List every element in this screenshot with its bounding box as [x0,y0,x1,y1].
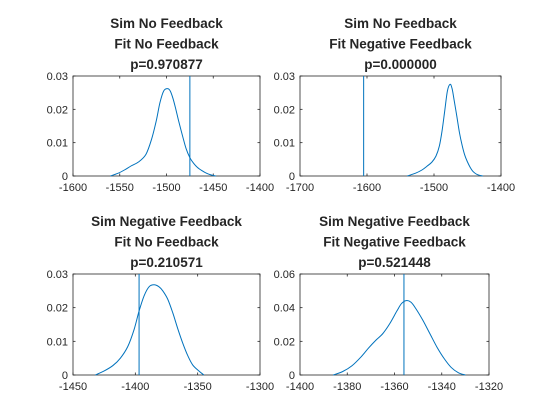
subplot-title-line: Sim Negative Feedback [319,214,470,229]
x-tick-label: -1320 [475,381,503,393]
subplot-title-line: p=0.521448 [358,255,431,270]
x-tick-label: -1450 [59,381,87,393]
density-curve [110,88,217,177]
axes-frame [72,75,261,177]
axes-frame [299,75,502,177]
subplot-title-line: p=0.970877 [130,57,202,72]
density-curve [95,284,205,376]
subplot-2: Sim No Feedback Fit Negative Feedback p=0.… [274,16,515,194]
x-tick-label: -1340 [428,381,456,393]
x-tick-label: -1700 [286,182,314,194]
y-tick-label: 0 [62,370,68,382]
subplot-title-line: Sim No Feedback [344,16,457,31]
y-tick-label: 0.02 [274,104,295,116]
axes-frame [72,273,261,376]
subplot-title-line: Fit No Feedback [114,37,219,52]
y-tick-label: 0.06 [274,269,295,281]
y-tick-label: 0.03 [47,269,68,281]
subplot-title-line: Fit Negative Feedback [323,235,466,250]
subplot-title-line: p=0.210571 [130,255,203,270]
subplot-title-line: Fit No Feedback [114,235,219,250]
x-tick-label: -1300 [246,381,274,393]
y-tick-label: 0 [289,370,295,382]
x-tick-label: -1400 [286,381,314,393]
y-tick-label: 0.01 [47,336,68,348]
y-tick-label: 0 [62,171,68,183]
subplot-title-line: Sim Negative Feedback [91,214,242,229]
y-tick-label: 0.01 [47,138,68,150]
x-tick-label: -1400 [487,182,515,194]
subplot-title-line: Sim No Feedback [110,16,223,31]
x-tick-label: -1360 [380,381,408,393]
y-tick-label: 0.01 [274,138,295,150]
x-tick-label: -1400 [121,381,149,393]
y-tick-label: 0 [289,171,295,183]
subplot-1: Sim No Feedback Fit No Feedback p=0.970877… [47,16,274,194]
x-tick-label: -1500 [152,182,180,194]
x-tick-label: -1400 [246,182,274,194]
x-tick-label: -1550 [106,182,134,194]
y-tick-label: 0.02 [47,104,68,116]
subplot-4: Sim Negative Feedback Fit Negative Feedba… [274,214,503,393]
subplot-3: Sim Negative Feedback Fit No Feedback p=0.… [47,214,274,393]
x-tick-label: -1450 [199,182,227,194]
y-tick-label: 0.04 [274,303,295,315]
y-tick-label: 0.02 [274,336,295,348]
subplot-title-line: p=0.000000 [364,57,436,72]
y-tick-label: 0.03 [274,71,295,83]
x-tick-label: -1350 [184,381,212,393]
subplot-title-line: Fit Negative Feedback [329,37,472,52]
x-tick-label: -1600 [59,182,87,194]
density-curve [407,83,484,177]
x-tick-label: -1500 [420,182,448,194]
y-tick-label: 0.03 [47,71,68,83]
x-tick-label: -1600 [353,182,381,194]
axes-frame [299,273,490,376]
y-tick-label: 0.02 [47,303,68,315]
x-tick-label: -1380 [333,381,361,393]
